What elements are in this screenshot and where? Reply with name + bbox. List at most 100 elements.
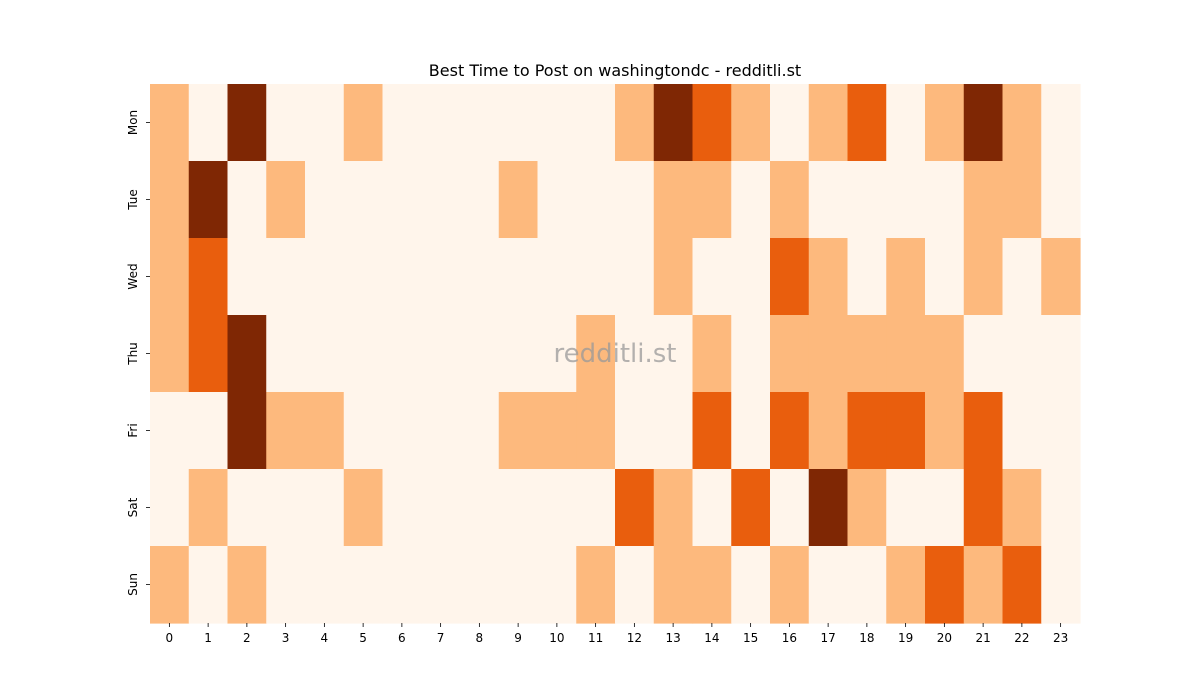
y-tick-label: Sat [126, 497, 140, 517]
heatmap-cell-thu-22 [1002, 315, 1042, 393]
heatmap-cell-tue-22 [1002, 161, 1042, 239]
heatmap-cell-fri-8 [460, 392, 500, 470]
heatmap-cell-tue-11 [576, 161, 616, 239]
x-tick-label: 8 [476, 631, 484, 645]
heatmap-cell-tue-2 [227, 161, 267, 239]
heatmap-cell-sun-6 [382, 546, 422, 624]
heatmap-cell-mon-5 [343, 84, 384, 162]
heatmap-cell-sun-13 [653, 546, 694, 624]
heatmap-cell-fri-11 [576, 392, 616, 470]
x-tick-label: 23 [1053, 631, 1068, 645]
heatmap-cell-fri-12 [615, 392, 655, 470]
heatmap-cell-sat-19 [886, 469, 926, 547]
x-tick-label: 15 [743, 631, 758, 645]
heatmap-cell-tue-19 [886, 161, 926, 239]
heatmap-cell-wed-3 [266, 238, 306, 316]
heatmap-cell-fri-7 [421, 392, 461, 470]
heatmap-cell-mon-10 [537, 84, 577, 162]
watermark-text: redditli.st [554, 339, 677, 369]
y-axis: Mon Tue Wed Thu Fri Sat Sun [126, 110, 150, 596]
heatmap-cell-thu-6 [382, 315, 422, 393]
y-tick-label: Fri [126, 423, 140, 437]
heatmap-cell-fri-16 [770, 392, 810, 470]
heatmap-cell-mon-6 [382, 84, 422, 162]
heatmap-cell-thu-20 [925, 315, 965, 393]
heatmap-cell-fri-3 [266, 392, 306, 470]
x-tick-label: 20 [937, 631, 952, 645]
heatmap-cell-sun-23 [1041, 546, 1081, 624]
x-tick-label: 18 [859, 631, 874, 645]
heatmap-cell-mon-13 [653, 84, 694, 162]
heatmap-cell-thu-15 [731, 315, 771, 393]
heatmap-cell-wed-21 [963, 238, 1004, 316]
x-tick-label: 17 [820, 631, 835, 645]
heatmap-cell-sun-14 [692, 546, 732, 624]
heatmap-cell-sun-9 [498, 546, 539, 624]
heatmap-cell-fri-2 [227, 392, 267, 470]
heatmap-cell-wed-10 [537, 238, 577, 316]
heatmap-cell-sat-9 [498, 469, 539, 547]
heatmap-cell-sat-23 [1041, 469, 1081, 547]
heatmap-cell-tue-17 [808, 161, 849, 239]
heatmap-cell-mon-20 [925, 84, 965, 162]
heatmap-cell-sat-22 [1002, 469, 1042, 547]
heatmap-cell-sun-19 [886, 546, 926, 624]
x-tick-label: 2 [243, 631, 251, 645]
x-tick-label: 10 [549, 631, 564, 645]
heatmap-cell-thu-7 [421, 315, 461, 393]
heatmap-cell-sun-3 [266, 546, 306, 624]
x-axis: 0 1 2 3 4 5 6 7 8 9 10 11 12 13 14 15 16 17 18 19 20 21 22 23 [166, 623, 1068, 645]
heatmap-cell-wed-1 [188, 238, 229, 316]
heatmap-cell-tue-0 [150, 161, 190, 239]
heatmap-cell-fri-1 [188, 392, 229, 470]
heatmap-cell-sat-16 [770, 469, 810, 547]
heatmap-cell-wed-11 [576, 238, 616, 316]
heatmap-cell-sat-18 [847, 469, 887, 547]
heatmap-cell-wed-13 [653, 238, 694, 316]
heatmap-cell-sun-16 [770, 546, 810, 624]
heatmap-cell-mon-8 [460, 84, 500, 162]
heatmap-cell-tue-13 [653, 161, 694, 239]
heatmap-cell-fri-21 [963, 392, 1004, 470]
heatmap-cell-thu-16 [770, 315, 810, 393]
y-tick-label: Sun [126, 573, 140, 596]
heatmap-cell-thu-18 [847, 315, 887, 393]
heatmap-cell-wed-18 [847, 238, 887, 316]
heatmap-cell-wed-20 [925, 238, 965, 316]
heatmap-cell-wed-6 [382, 238, 422, 316]
heatmap-cell-tue-18 [847, 161, 887, 239]
heatmap-cell-sun-4 [305, 546, 345, 624]
heatmap-cell-fri-20 [925, 392, 965, 470]
heatmap-cell-sat-5 [343, 469, 384, 547]
x-tick-label: 22 [1014, 631, 1029, 645]
heatmap-cell-tue-14 [692, 161, 732, 239]
heatmap-cell-thu-17 [808, 315, 849, 393]
heatmap-cell-tue-5 [343, 161, 384, 239]
heatmap-cell-thu-21 [963, 315, 1004, 393]
x-tick-label: 0 [166, 631, 174, 645]
heatmap-cell-tue-1 [188, 161, 229, 239]
heatmap-cell-thu-3 [266, 315, 306, 393]
heatmap-cell-tue-3 [266, 161, 306, 239]
heatmap-cell-fri-4 [305, 392, 345, 470]
heatmap-cell-fri-15 [731, 392, 771, 470]
heatmap-cell-sun-12 [615, 546, 655, 624]
heatmap-cell-sat-10 [537, 469, 577, 547]
heatmap-cell-mon-11 [576, 84, 616, 162]
x-tick-label: 14 [704, 631, 719, 645]
x-tick-label: 3 [282, 631, 290, 645]
heatmap-cell-wed-4 [305, 238, 345, 316]
heatmap-cell-sat-13 [653, 469, 694, 547]
x-tick-label: 1 [204, 631, 212, 645]
heatmap-cell-tue-20 [925, 161, 965, 239]
heatmap-cell-sat-20 [925, 469, 965, 547]
x-tick-label: 12 [627, 631, 642, 645]
y-tick-label: Mon [126, 110, 140, 135]
heatmap-cell-thu-19 [886, 315, 926, 393]
heatmap-cell-thu-0 [150, 315, 190, 393]
heatmap-cell-thu-23 [1041, 315, 1081, 393]
x-tick-label: 21 [975, 631, 990, 645]
heatmap-cell-tue-8 [460, 161, 500, 239]
heatmap-cell-tue-9 [498, 161, 539, 239]
